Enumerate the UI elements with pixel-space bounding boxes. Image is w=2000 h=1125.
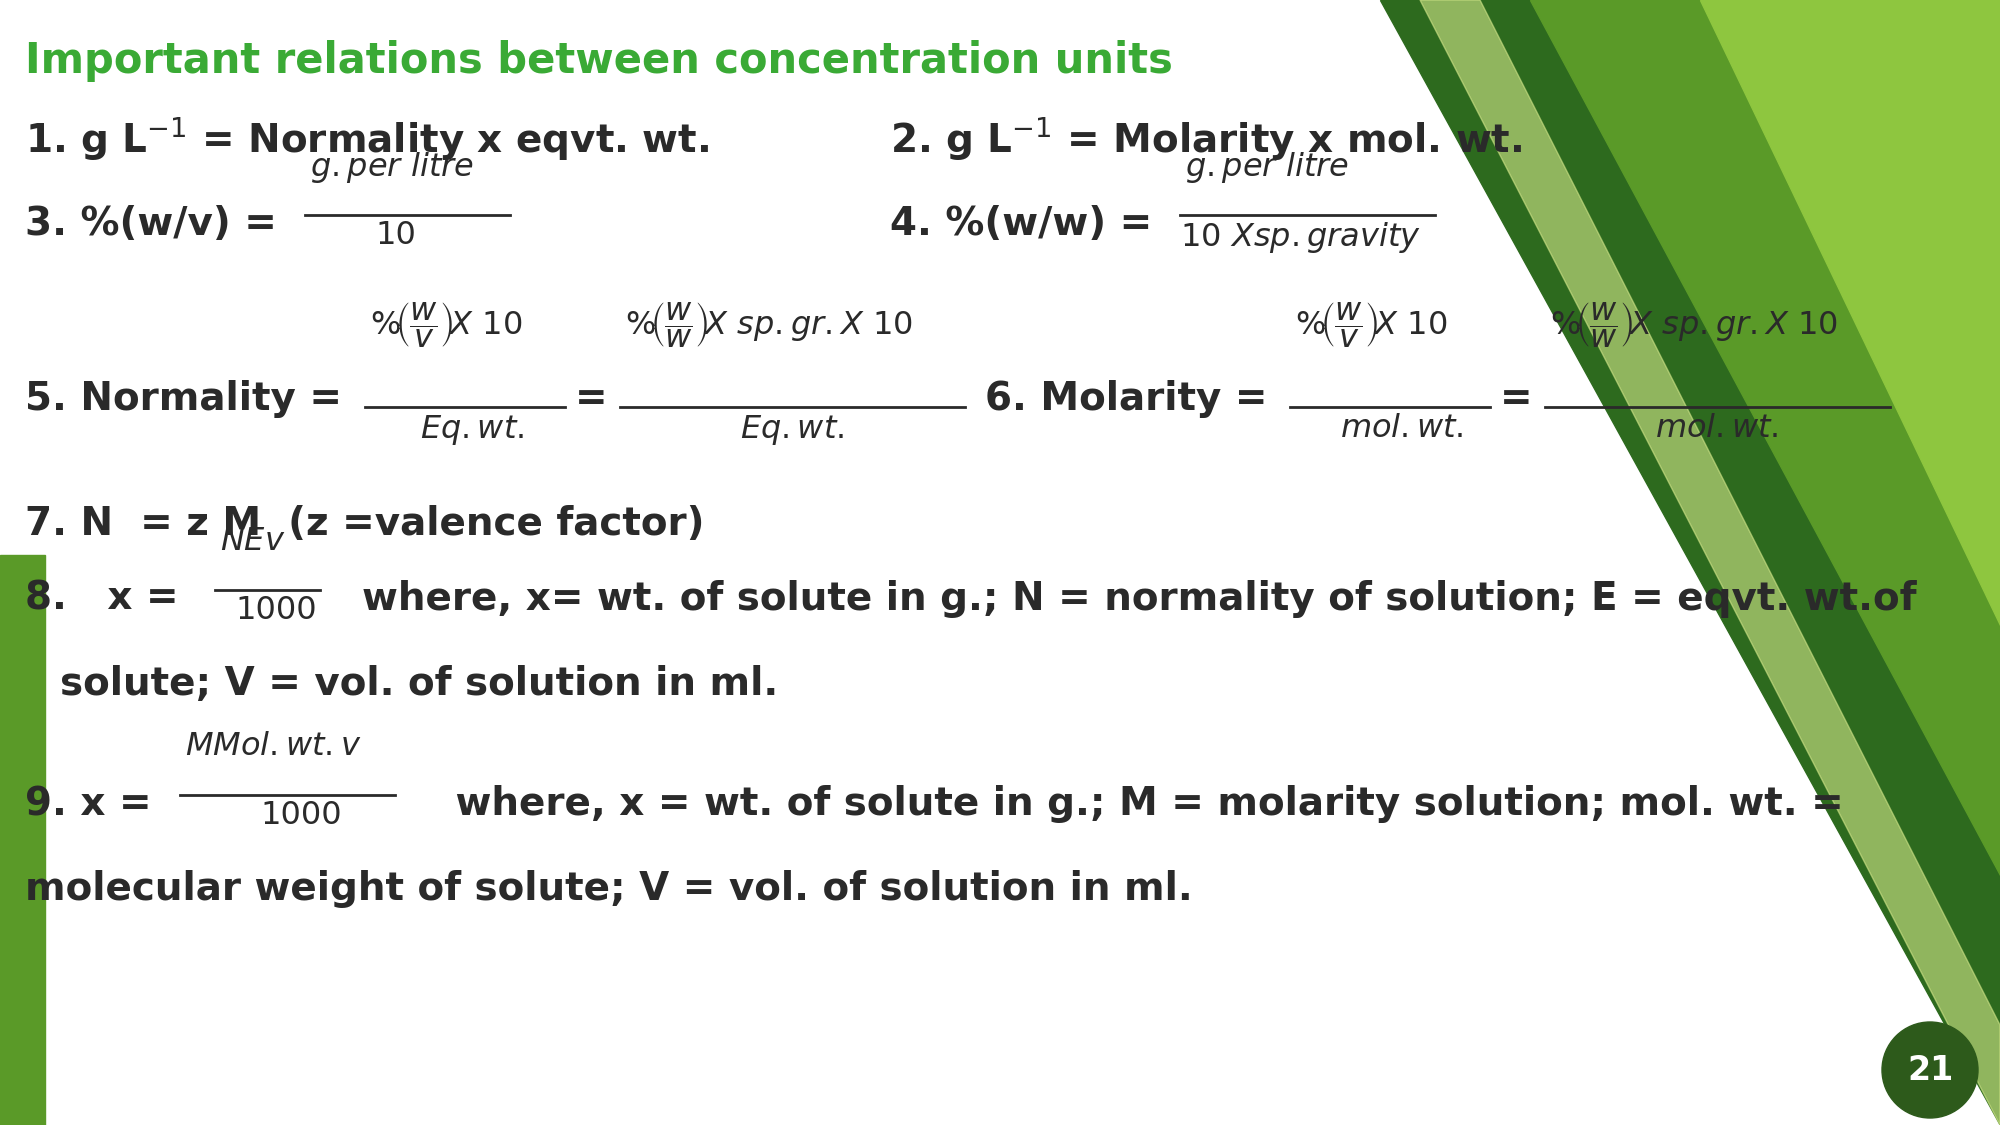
Text: 5. Normality =: 5. Normality = <box>24 380 356 418</box>
Text: $\%\!\left(\dfrac{w}{w}\right)\!X\ sp.gr.X\ 10$: $\%\!\left(\dfrac{w}{w}\right)\!X\ sp.gr… <box>624 300 914 350</box>
Text: 7. N  = z M  (z =valence factor): 7. N = z M (z =valence factor) <box>24 505 704 543</box>
Text: $Eq.wt.$: $Eq.wt.$ <box>420 413 524 447</box>
Text: 3. %(w/v) =: 3. %(w/v) = <box>24 205 290 243</box>
Text: $\%\!\left(\dfrac{w}{w}\right)\!X\ sp.gr.X\ 10$: $\%\!\left(\dfrac{w}{w}\right)\!X\ sp.gr… <box>1550 300 1838 350</box>
Text: 10: 10 <box>376 220 416 251</box>
Circle shape <box>1882 1022 1978 1118</box>
Text: $mol.wt.$: $mol.wt.$ <box>1656 413 1778 444</box>
Text: 4. %(w/w) =: 4. %(w/w) = <box>890 205 1166 243</box>
Text: 1000: 1000 <box>236 595 316 626</box>
Polygon shape <box>1700 0 2000 626</box>
Text: $\%\!\left(\dfrac{w}{v}\right)\!X\ 10$: $\%\!\left(\dfrac{w}{v}\right)\!X\ 10$ <box>370 300 522 350</box>
Text: 8.   x =: 8. x = <box>24 580 192 618</box>
Text: $\%\!\left(\dfrac{w}{v}\right)\!X\ 10$: $\%\!\left(\dfrac{w}{v}\right)\!X\ 10$ <box>1296 300 1448 350</box>
Text: 6. Molarity =: 6. Molarity = <box>984 380 1280 418</box>
Text: $g.per\ litre$: $g.per\ litre$ <box>1184 150 1350 184</box>
Text: Important relations between concentration units: Important relations between concentratio… <box>24 40 1172 82</box>
Text: molecular weight of solute; V = vol. of solution in ml.: molecular weight of solute; V = vol. of … <box>24 870 1192 908</box>
Text: $g.per\ litre$: $g.per\ litre$ <box>310 150 474 184</box>
Polygon shape <box>1380 0 2000 1125</box>
Text: =: = <box>576 380 608 418</box>
Text: where, x= wt. of solute in g.; N = normality of solution; E = eqvt. wt.of: where, x= wt. of solute in g.; N = norma… <box>336 580 1916 618</box>
Polygon shape <box>1420 0 2000 1125</box>
Text: $NEv$: $NEv$ <box>220 526 286 557</box>
Text: 2. g L$^{-1}$ = Molarity x mol. wt.: 2. g L$^{-1}$ = Molarity x mol. wt. <box>890 115 1522 162</box>
Text: $10\ Xsp.gravity$: $10\ Xsp.gravity$ <box>1180 220 1422 255</box>
Text: $mol.wt.$: $mol.wt.$ <box>1340 413 1464 444</box>
Polygon shape <box>1530 0 2000 875</box>
Text: 21: 21 <box>1906 1053 1954 1087</box>
Text: =: = <box>1500 380 1532 418</box>
Text: 9. x =: 9. x = <box>24 785 166 824</box>
Text: $MMol.wt.v$: $MMol.wt.v$ <box>184 731 362 762</box>
Text: solute; V = vol. of solution in ml.: solute; V = vol. of solution in ml. <box>60 665 778 703</box>
Text: where, x = wt. of solute in g.; M = molarity solution; mol. wt. =: where, x = wt. of solute in g.; M = mola… <box>416 785 1844 824</box>
Text: $Eq.wt.$: $Eq.wt.$ <box>740 413 844 447</box>
Polygon shape <box>0 555 44 1125</box>
Text: 1000: 1000 <box>260 800 342 831</box>
Text: 1. g L$^{-1}$ = Normality x eqvt. wt.: 1. g L$^{-1}$ = Normality x eqvt. wt. <box>24 115 710 162</box>
